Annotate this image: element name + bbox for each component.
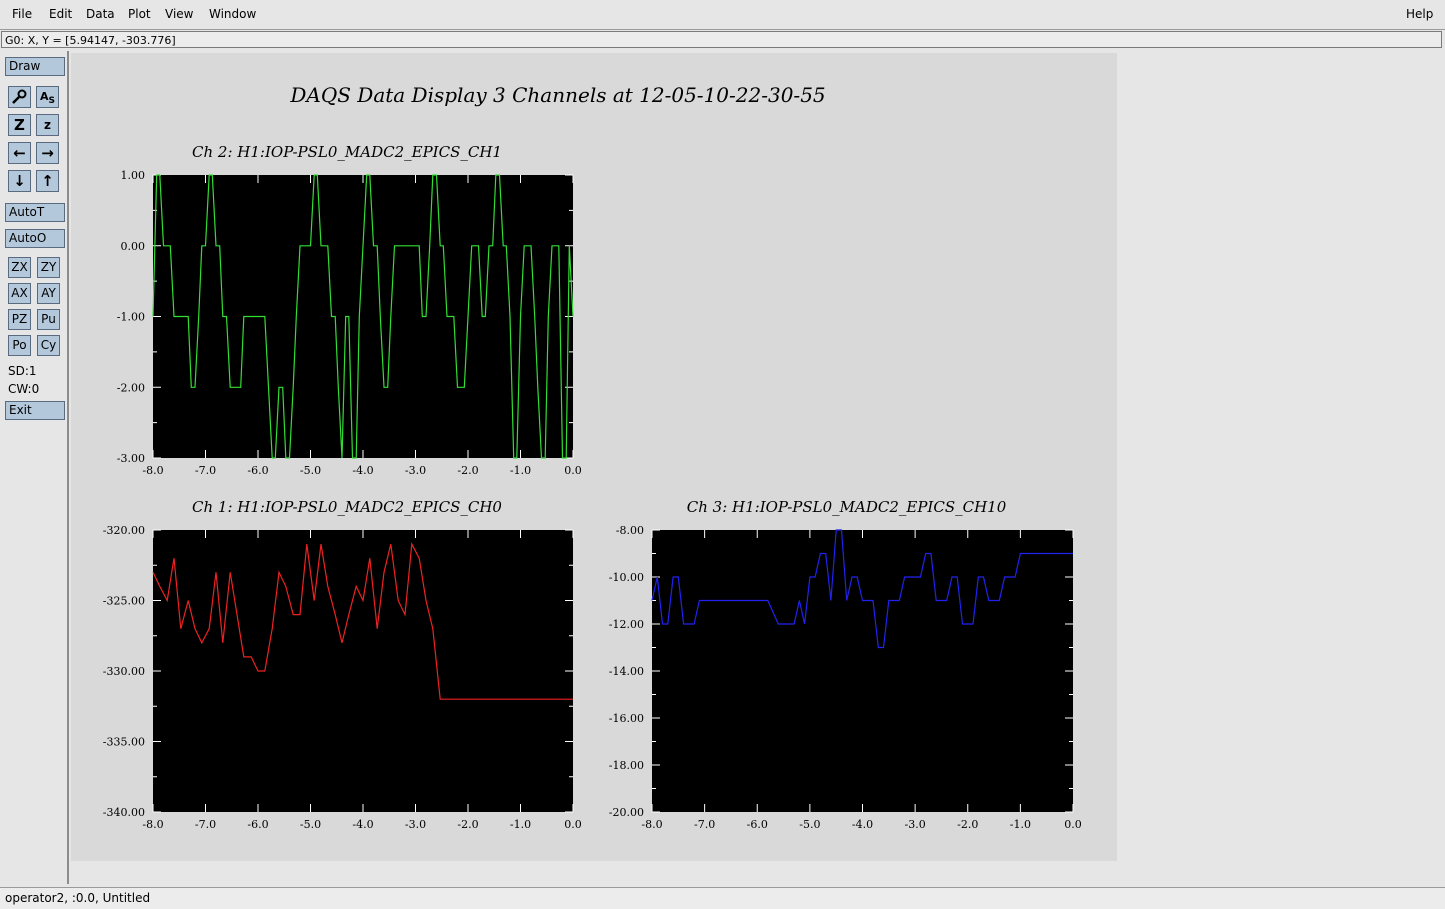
y-tick-label: -325.00 xyxy=(103,595,145,608)
y-tick-label: -2.00 xyxy=(117,381,145,394)
zoom-out-icon[interactable]: Z xyxy=(8,114,31,136)
status-bar: operator2, :0.0, Untitled xyxy=(0,887,1445,909)
zx-button[interactable]: ZX xyxy=(8,257,31,278)
y-tick-label: 0.00 xyxy=(121,240,146,253)
x-tick-label: -2.0 xyxy=(457,464,478,477)
menu-data[interactable]: Data xyxy=(86,7,115,21)
plot-background xyxy=(153,530,573,812)
x-tick-label: -1.0 xyxy=(1010,818,1031,831)
menu-edit[interactable]: Edit xyxy=(49,7,73,21)
x-tick-label: 0.0 xyxy=(564,818,582,831)
x-tick-label: -3.0 xyxy=(405,464,426,477)
y-tick-label: -14.00 xyxy=(609,665,644,678)
y-tick-label: -3.00 xyxy=(117,452,145,465)
x-tick-label: -4.0 xyxy=(852,818,873,831)
x-tick-label: 0.0 xyxy=(1064,818,1082,831)
x-tick-label: -4.0 xyxy=(352,464,373,477)
zoom-in-icon[interactable]: z xyxy=(36,114,59,136)
arrow-down-icon[interactable]: ↓ xyxy=(8,170,31,192)
x-tick-label: -5.0 xyxy=(799,818,820,831)
y-tick-label: -340.00 xyxy=(103,806,145,819)
x-tick-label: -2.0 xyxy=(957,818,978,831)
y-tick-label: -18.00 xyxy=(609,759,644,772)
sd-label: SD:1 xyxy=(8,364,37,378)
x-tick-label: -4.0 xyxy=(352,818,373,831)
draw-button[interactable]: Draw xyxy=(5,57,65,76)
pu-button[interactable]: Pu xyxy=(37,309,60,330)
y-tick-label: -12.00 xyxy=(609,618,644,631)
series-line xyxy=(152,174,574,459)
x-tick-label: 0.0 xyxy=(564,464,582,477)
y-tick-label: -335.00 xyxy=(103,736,145,749)
plot-background xyxy=(652,530,1073,812)
plots-svg: Ch 2: H1:IOP-PSL0_MADC2_EPICS_CH1 -8.0 -7.… xyxy=(103,143,1082,831)
arrow-right-icon[interactable]: → xyxy=(36,142,59,164)
menu-help[interactable]: Help xyxy=(1406,7,1434,21)
exit-button[interactable]: Exit xyxy=(5,401,65,420)
menu-view[interactable]: View xyxy=(165,7,194,21)
y-tick-label: -20.00 xyxy=(609,806,644,819)
x-tick-label: -6.0 xyxy=(247,464,268,477)
x-tick-label: -3.0 xyxy=(405,818,426,831)
x-tick-label: -8.0 xyxy=(142,464,163,477)
x-tick-label: -7.0 xyxy=(195,464,216,477)
auto-t-button[interactable]: AutoT xyxy=(5,203,65,222)
x-tick-label: -3.0 xyxy=(905,818,926,831)
y-tick-label: -1.00 xyxy=(117,311,145,324)
x-tick-label: -2.0 xyxy=(457,818,478,831)
menu-plot[interactable]: Plot xyxy=(128,7,151,21)
arrow-up-icon[interactable]: ↑ xyxy=(36,170,59,192)
x-tick-label: -5.0 xyxy=(300,464,321,477)
y-tick-label: -8.00 xyxy=(616,524,644,537)
series-line xyxy=(152,542,573,700)
y-tick-label: -16.00 xyxy=(609,712,644,725)
main-title: DAQS Data Display 3 Channels at 12-05-10… xyxy=(290,83,826,107)
x-tick-label: -7.0 xyxy=(195,818,216,831)
menu-bar: File Edit Data Plot View Window Help xyxy=(0,0,1445,30)
x-tick-label: -1.0 xyxy=(510,818,531,831)
x-tick-label: -7.0 xyxy=(694,818,715,831)
menu-window[interactable]: Window xyxy=(209,7,257,21)
pz-button[interactable]: PZ xyxy=(8,309,31,330)
y-tick-label: -320.00 xyxy=(103,524,145,537)
zy-button[interactable]: ZY xyxy=(37,257,60,278)
x-tick-label: -1.0 xyxy=(510,464,531,477)
series-line xyxy=(651,529,1073,649)
ay-button[interactable]: AY xyxy=(37,283,60,304)
cw-label: CW:0 xyxy=(8,382,40,396)
coordinate-readout: G0: X, Y = [5.94147, -303.776] xyxy=(1,31,1442,48)
tool-panel: Draw AS Z z ← → ↓ ↑ AutoT AutoO ZX ZY AX… xyxy=(0,51,69,884)
chart-title: Ch 3: H1:IOP-PSL0_MADC2_EPICS_CH10 xyxy=(687,498,1007,516)
chart-title: Ch 2: H1:IOP-PSL0_MADC2_EPICS_CH1 xyxy=(192,143,502,161)
y-tick-label: -10.00 xyxy=(609,571,644,584)
x-tick-label: -8.0 xyxy=(641,818,662,831)
autoscale-icon[interactable]: AS xyxy=(36,86,59,108)
po-button[interactable]: Po xyxy=(8,335,31,356)
arrow-left-icon[interactable]: ← xyxy=(8,142,31,164)
x-tick-label: -8.0 xyxy=(142,818,163,831)
auto-o-button[interactable]: AutoO xyxy=(5,229,65,248)
y-tick-label: -330.00 xyxy=(103,665,145,678)
x-tick-label: -6.0 xyxy=(247,818,268,831)
y-tick-label: 1.00 xyxy=(121,169,146,182)
plot-canvas[interactable]: DAQS Data Display 3 Channels at 12-05-10… xyxy=(71,53,1117,861)
chart-title: Ch 1: H1:IOP-PSL0_MADC2_EPICS_CH0 xyxy=(192,498,502,516)
x-tick-label: -5.0 xyxy=(300,818,321,831)
magnify-icon[interactable] xyxy=(8,86,31,108)
cy-button[interactable]: Cy xyxy=(37,335,60,356)
menu-file[interactable]: File xyxy=(12,7,33,21)
x-tick-label: -6.0 xyxy=(747,818,768,831)
ax-button[interactable]: AX xyxy=(8,283,31,304)
